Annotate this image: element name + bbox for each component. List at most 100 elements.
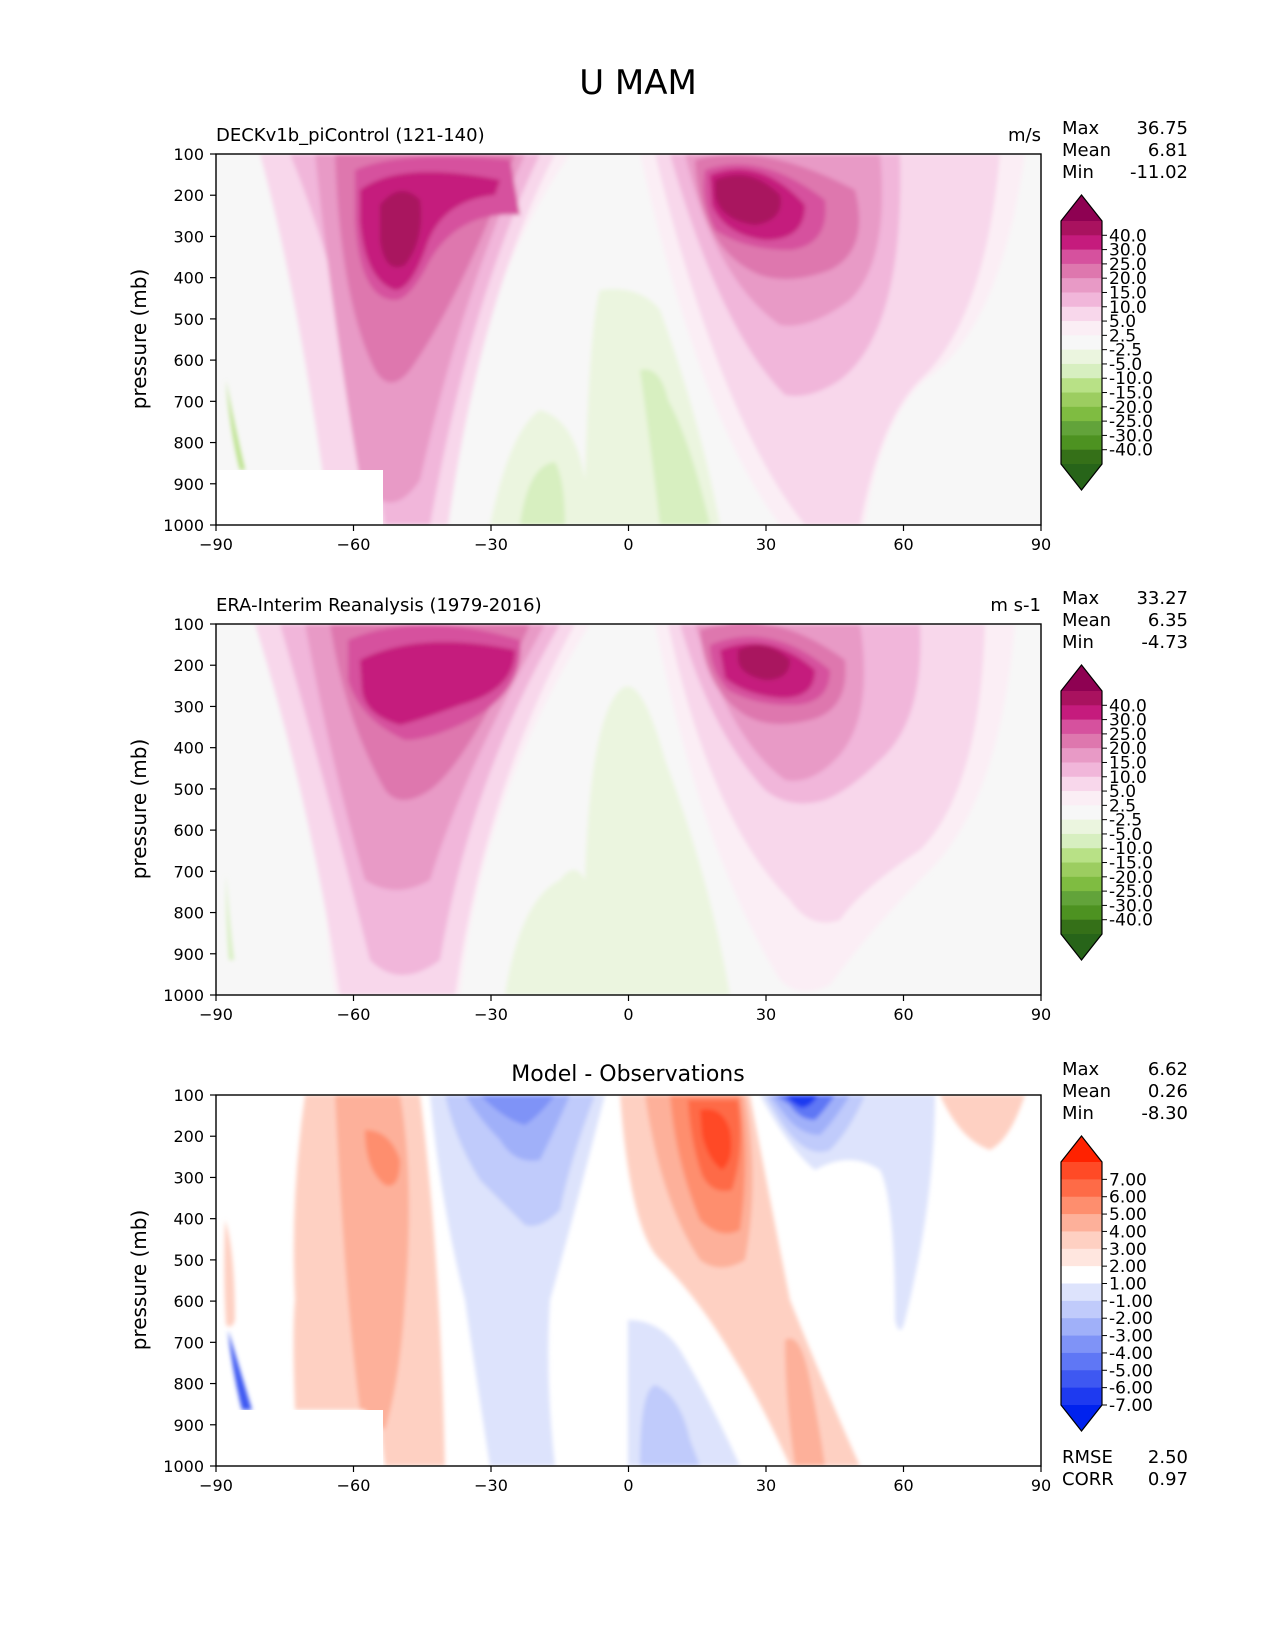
y-axis-label: pressure (mb) (127, 1210, 151, 1351)
y-axis: 100 200 300 400 500 600 700 800 900 1000 (163, 615, 216, 1005)
contour-neg-nh-5 (785, 1095, 818, 1108)
contour-neg-nh-1 (760, 1095, 935, 1330)
y-tick-label: 500 (173, 780, 204, 799)
colorbar-segment (1061, 762, 1102, 778)
x-tick-label: −60 (337, 535, 371, 554)
y-tick-label: 900 (173, 475, 204, 494)
x-tick-label: −60 (337, 1005, 371, 1024)
panel-units: m/s (1008, 125, 1041, 146)
stat-value: 36.75 (1136, 118, 1188, 139)
terrain-mask (216, 470, 383, 525)
colorbar-label: -25.0 (1109, 882, 1153, 902)
colorbar-segment (1061, 691, 1102, 706)
colorbar-label: -30.0 (1109, 426, 1153, 446)
colorbar-label: 20.0 (1109, 739, 1147, 759)
contour-field (216, 624, 1041, 995)
y-tick-label: 200 (173, 1127, 204, 1146)
x-axis: −90 −60 −30 0 30 60 90 (199, 995, 1051, 1024)
colorbar-label: -20.0 (1109, 868, 1153, 888)
colorbar: 40.030.025.020.015.010.05.02.5-2.5-5.0-1… (1060, 664, 1153, 961)
y-tick-label: 700 (173, 862, 204, 881)
y-tick-label: 800 (173, 434, 204, 453)
stat-value: 33.27 (1136, 588, 1188, 609)
contour-field (216, 154, 1041, 525)
colorbar-segment (1061, 449, 1102, 465)
colorbar-extend-max (1061, 195, 1102, 221)
colorbar-segment (1061, 221, 1102, 236)
colorbar-segment (1061, 1214, 1102, 1232)
stat-label: Max (1062, 1059, 1100, 1080)
colorbar-label: 30.0 (1109, 241, 1147, 261)
colorbar-label: -15.0 (1109, 854, 1153, 874)
colorbar-label: 25.0 (1109, 255, 1147, 275)
contour-neg-4 (480, 1095, 555, 1125)
colorbar-segment (1061, 1231, 1102, 1250)
stat-label: RMSE (1062, 1447, 1113, 1468)
colorbar-segment (1061, 833, 1102, 849)
stat-value: -8.30 (1141, 1103, 1188, 1124)
colorbar-label: -40.0 (1109, 441, 1153, 461)
x-tick-label: 0 (623, 535, 633, 554)
colorbar-segment (1061, 819, 1102, 835)
x-tick-label: −90 (199, 1005, 233, 1024)
colorbar-label: 6.00 (1109, 1188, 1147, 1208)
colorbar-label: -2.00 (1109, 1309, 1153, 1329)
colorbar-segment (1061, 1300, 1102, 1319)
colorbar-extend-min (1061, 464, 1102, 490)
stat-value: 6.62 (1148, 1059, 1188, 1080)
x-tick-label: 30 (756, 1476, 776, 1495)
stat-value: 6.35 (1148, 610, 1188, 631)
y-tick-label: 900 (173, 945, 204, 964)
colorbar-segment (1061, 1283, 1102, 1302)
y-tick-label: 400 (173, 1210, 204, 1229)
colorbar-segment (1061, 1370, 1102, 1389)
stat-label: Max (1062, 588, 1100, 609)
colorbar-segment (1061, 876, 1102, 892)
stat-label: Max (1062, 118, 1100, 139)
y-tick-label: 800 (173, 1375, 204, 1394)
x-tick-label: 30 (756, 535, 776, 554)
colorbar-segment (1061, 1387, 1102, 1406)
colorbar-label: -2.5 (1109, 341, 1142, 361)
y-tick-label: 700 (173, 392, 204, 411)
contour-pos-np (940, 1095, 1025, 1150)
colorbar-segment (1061, 805, 1102, 821)
stat-label: Min (1062, 632, 1094, 653)
colorbar-segment (1061, 349, 1102, 365)
x-tick-label: −30 (474, 1005, 508, 1024)
y-axis: 100 200 300 400 500 600 700 800 900 1000 (163, 1086, 216, 1476)
y-axis-label: pressure (mb) (127, 269, 151, 410)
colorbar-label: -15.0 (1109, 384, 1153, 404)
panel-title: Model - Observations (511, 1062, 744, 1087)
contour-nh-35 (738, 644, 790, 680)
colorbar-label: 20.0 (1109, 269, 1147, 289)
colorbar: 40.030.025.020.015.010.05.02.5-2.5-5.0-1… (1060, 194, 1153, 491)
colorbar-segment (1061, 1162, 1102, 1180)
colorbar-segment (1061, 1335, 1102, 1354)
colorbar-label: 1.00 (1109, 1275, 1147, 1295)
x-tick-label: 90 (1031, 1005, 1051, 1024)
y-tick-label: 400 (173, 269, 204, 288)
x-tick-label: −60 (337, 1476, 371, 1495)
x-tick-label: −30 (474, 1476, 508, 1495)
colorbar-segment (1061, 306, 1102, 322)
contour-field (216, 1095, 1041, 1466)
y-tick-label: 300 (173, 1168, 204, 1187)
colorbar-segment (1061, 791, 1102, 806)
colorbar-segment (1061, 1196, 1102, 1215)
y-tick-label: 300 (173, 697, 204, 716)
colorbar-label: 30.0 (1109, 711, 1147, 731)
colorbar-label: 3.00 (1109, 1240, 1147, 1260)
colorbar-segment (1061, 905, 1102, 921)
stats-block: Max 33.27 Mean 6.35 Min -4.73 (1062, 588, 1188, 653)
colorbar-label: 5.0 (1109, 782, 1136, 802)
colorbar-label: 10.0 (1109, 768, 1147, 788)
contour-trop-neg5b (640, 369, 710, 525)
colorbar-segment (1061, 406, 1102, 422)
colorbar-label: 15.0 (1109, 753, 1147, 773)
x-tick-label: −30 (474, 535, 508, 554)
contour-neg-2 (445, 1095, 595, 1226)
stats-block: Max 6.62 Mean 0.26 Min -8.30 (1062, 1059, 1188, 1124)
panel-units: m s-1 (990, 595, 1041, 616)
